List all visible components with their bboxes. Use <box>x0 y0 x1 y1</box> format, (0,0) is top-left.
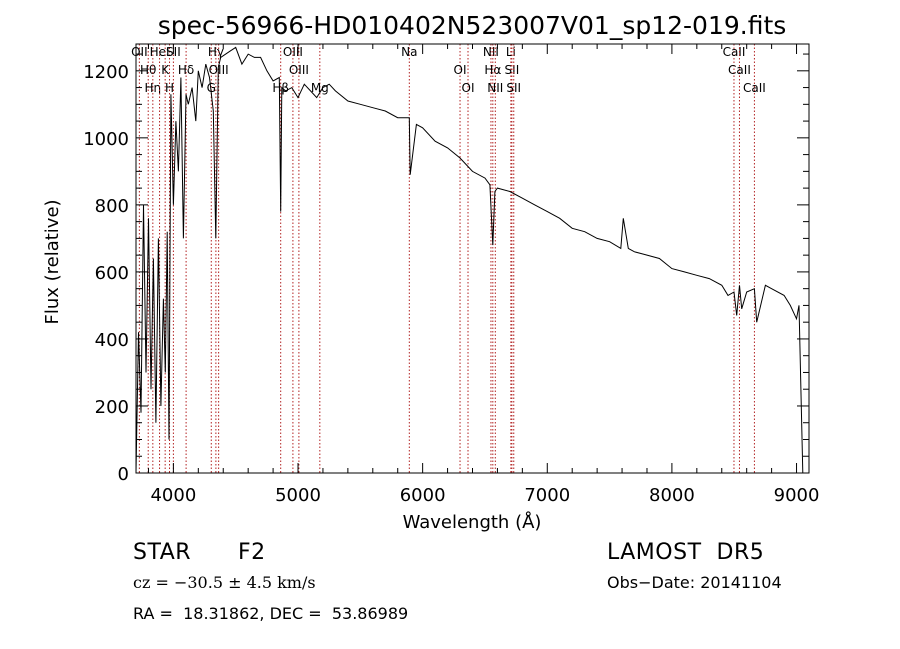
x-tick-label: 8000 <box>649 485 695 506</box>
object-subclass: F2 <box>238 540 266 565</box>
radial-velocity: cz = −30.5 ± 4.5 km/s <box>133 573 316 592</box>
x-tick-label: 4000 <box>150 485 196 506</box>
marker-label: K <box>161 63 170 77</box>
marker-label: SII <box>506 81 521 95</box>
spectrum-line <box>135 46 804 474</box>
marker-label: Hθ <box>140 63 156 77</box>
y-tick-label: 600 <box>95 263 129 284</box>
survey-name: LAMOST DR5 <box>607 540 765 565</box>
marker-label: CaII <box>728 63 751 77</box>
y-tick-label: 1000 <box>83 129 129 150</box>
marker-label: Hα <box>484 63 501 77</box>
marker-label: HeI <box>150 45 170 59</box>
y-tick-label: 800 <box>95 196 129 217</box>
marker-label: OI <box>454 63 467 77</box>
marker-label: CaII <box>743 81 766 95</box>
object-class: STAR <box>133 540 192 565</box>
y-tick-label: 400 <box>95 330 129 351</box>
marker-label: Hη <box>145 81 162 95</box>
x-tick-label: 5000 <box>275 485 321 506</box>
marker-label: CaII <box>723 45 746 59</box>
chart-title: spec-56966-HD010402N523007V01_sp12-019.f… <box>158 11 787 40</box>
marker-label: NII <box>487 81 503 95</box>
marker-label: OII <box>131 45 148 59</box>
x-tick-label: 9000 <box>774 485 820 506</box>
marker-label: OI <box>462 81 475 95</box>
y-axis-label: Flux (relative) <box>42 199 63 324</box>
axis-ticks: 4000 5000 6000 7000 8000 9000 0 200 400 600 800 100… <box>83 44 819 506</box>
coordinates: RA = 18.31862, DEC = 53.86989 <box>133 604 409 623</box>
marker-label: NII <box>483 45 499 59</box>
x-tick-label: 6000 <box>400 485 446 506</box>
y-tick-label: 1200 <box>83 62 129 83</box>
marker-label: OIII <box>283 45 303 59</box>
y-tick-label: 200 <box>95 397 129 418</box>
x-axis-label: Wavelength (Å) <box>403 511 542 533</box>
y-tick-label: 0 <box>118 464 129 485</box>
marker-label: G <box>207 81 216 95</box>
observation-date: Obs−Date: 20141104 <box>607 573 782 592</box>
marker-label: Hδ <box>178 63 194 77</box>
line-markers: OIIHθHηHeIKHSIIHδGHγOIIIHβOIIIOIIIMgNaOI… <box>131 44 766 473</box>
marker-label: Hβ <box>272 81 289 95</box>
marker-label: SII <box>505 63 520 77</box>
marker-label: H <box>165 81 174 95</box>
marker-label: Hγ <box>208 45 224 59</box>
marker-label: Li <box>506 45 516 59</box>
marker-label: Mg <box>311 81 329 95</box>
marker-label: Na <box>401 45 417 59</box>
x-tick-label: 7000 <box>524 485 570 506</box>
marker-label: OIII <box>289 63 309 77</box>
plot-frame <box>135 43 810 474</box>
